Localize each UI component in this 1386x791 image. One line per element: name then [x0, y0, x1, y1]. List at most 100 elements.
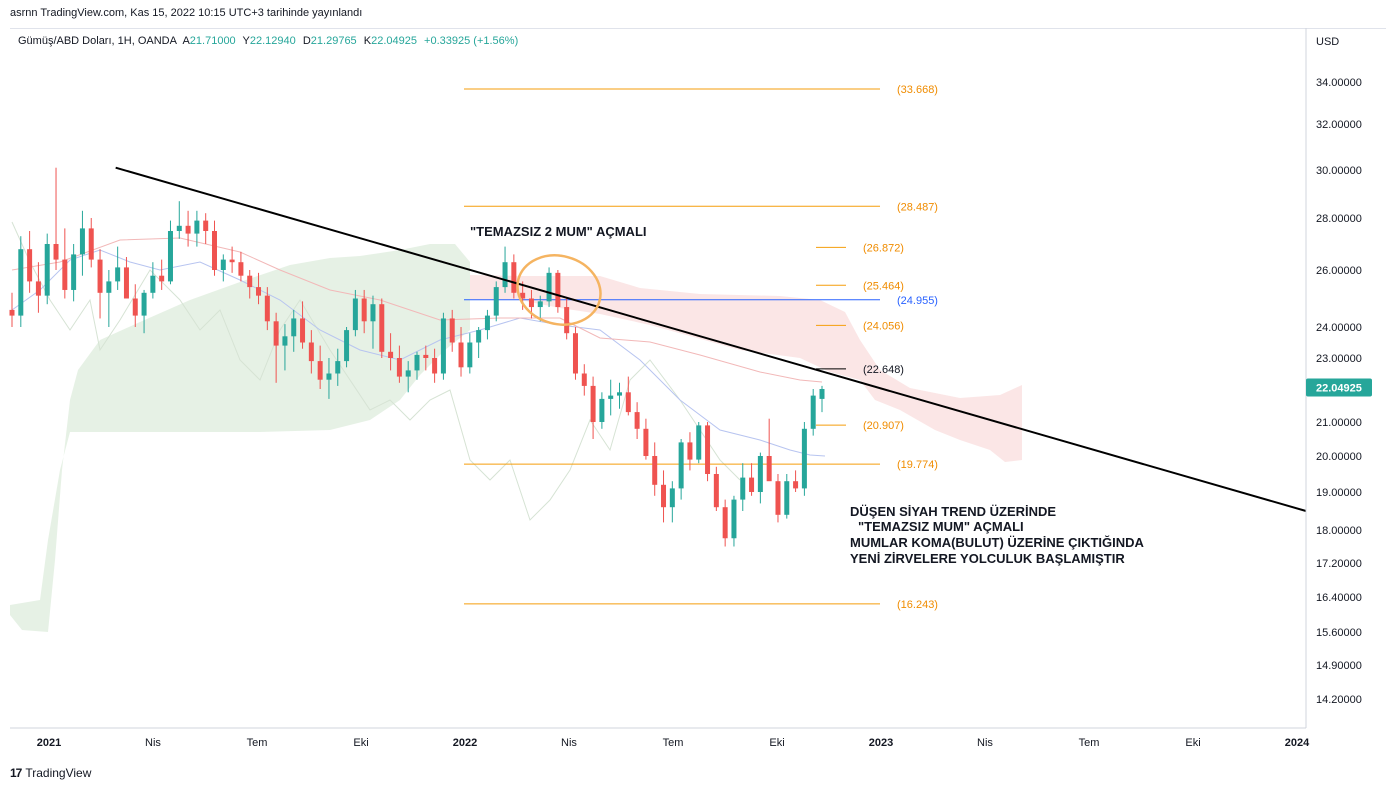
y-tick-label: 30.00000 [1316, 165, 1362, 177]
candle-body [449, 318, 455, 343]
candle-body [493, 287, 499, 316]
annotation-line: "TEMAZSIZ MUM" AÇMALI [858, 519, 1024, 534]
x-tick-label: Eki [769, 737, 784, 749]
candle-body [810, 395, 816, 429]
fib-label: (19.774) [897, 459, 938, 471]
candle-body [115, 267, 121, 282]
candle-body [344, 330, 350, 362]
candle-body [388, 351, 394, 358]
y-tick-label: 20.00000 [1316, 451, 1362, 463]
candle-body [291, 318, 297, 337]
annotations: "TEMAZSIZ 2 MUM" AÇMALI DÜŞEN SİYAH TREND… [470, 224, 1145, 566]
candle-body [687, 442, 693, 460]
lagging-span [11, 221, 741, 521]
ohlc-open-value: 21.71000 [189, 35, 236, 47]
candle-body [361, 298, 367, 322]
chart-frame [10, 28, 1386, 759]
y-tick-label: 15.60000 [1316, 627, 1362, 639]
candle-body [123, 267, 129, 299]
candle-body [27, 249, 33, 282]
fib-label: (24.056) [863, 320, 904, 332]
fib-label: (24.955) [897, 295, 938, 307]
ohlc-close-value: 22.04925 [371, 35, 417, 47]
candle-body [661, 484, 667, 508]
candle-body [326, 373, 332, 380]
candle-body [35, 281, 41, 296]
x-tick-label: Tem [247, 737, 268, 749]
fib-label: (20.907) [863, 420, 904, 432]
candle-body [229, 259, 235, 263]
ohlc-low-key: D [302, 35, 311, 47]
fib-label: (33.668) [897, 84, 938, 96]
trend-line-group [115, 166, 1307, 512]
symbol-name: Gümüş/ABD Doları, 1H, OANDA [18, 35, 177, 47]
fib-label: (16.243) [897, 599, 938, 611]
candle-body [256, 287, 262, 296]
ohlc-high-key: Y [242, 35, 250, 47]
candle-body [176, 225, 182, 231]
x-tick-label: Nis [145, 737, 161, 749]
fib-label: (26.872) [863, 242, 904, 254]
candle-body [537, 301, 543, 308]
candle-body [150, 275, 156, 293]
trend-line [115, 166, 1307, 512]
y-tick-label: 16.40000 [1316, 592, 1362, 604]
axes: USD 34.00000 32.00000 30.00000 28.00000 26.00… [10, 28, 1372, 749]
candle-body [44, 244, 50, 296]
candle-body [194, 220, 200, 234]
highlight-ellipse [516, 254, 602, 326]
fib-label: (22.648) [863, 364, 904, 376]
candle-body [9, 309, 15, 316]
last-price-label: 22.04925 [1316, 382, 1362, 394]
candle-body [273, 321, 279, 346]
candle-body [528, 298, 534, 308]
x-tick-label: Nis [561, 737, 577, 749]
y-tick-label: 34.00000 [1316, 77, 1362, 89]
candle-body [88, 228, 94, 260]
candle-body [159, 275, 165, 282]
tradingview-logo[interactable]: 17 TradingView [10, 766, 91, 780]
candle-body [546, 272, 552, 302]
candle-body [669, 488, 675, 508]
y-tick-label: 28.00000 [1316, 213, 1362, 225]
candle-body [379, 304, 385, 352]
candle-body [502, 262, 508, 288]
candle-body [608, 395, 614, 399]
ichimoku-cloud [10, 221, 1022, 632]
candle-body [212, 231, 217, 270]
candle-body [467, 342, 473, 368]
publish-info: asrnn TradingView.com, Kas 15, 2022 10:1… [10, 7, 363, 19]
y-tick-label: 32.00000 [1316, 119, 1362, 131]
x-tick-label: 2021 [37, 737, 61, 749]
candle-body [300, 318, 306, 343]
candle-body [775, 481, 781, 515]
candle-body [352, 298, 358, 331]
candle-body [617, 392, 622, 396]
annotation-top: "TEMAZSIZ 2 MUM" AÇMALI [470, 224, 647, 239]
candle-body [440, 318, 446, 374]
candle-body [484, 315, 490, 331]
candle-body [18, 249, 24, 316]
candle-body [652, 456, 658, 485]
candle-body [731, 499, 737, 539]
candle-body [581, 373, 587, 386]
candle-body [203, 220, 209, 231]
last-price-badge [1306, 378, 1372, 397]
candle-body [766, 456, 772, 482]
logo-mark: 17 [10, 766, 22, 780]
candle-body [634, 412, 640, 429]
currency-label: USD [1316, 36, 1339, 48]
candle-body [220, 259, 226, 270]
y-tick-label: 26.00000 [1316, 265, 1362, 277]
candle-body [749, 477, 755, 492]
x-tick-label: Eki [1185, 737, 1200, 749]
annotation-line: DÜŞEN SİYAH TREND ÜZERİNDE [850, 504, 1056, 519]
x-tick-label: Tem [1079, 737, 1100, 749]
candle-body [590, 385, 596, 422]
candle-body [167, 231, 173, 282]
candle-body [643, 428, 649, 456]
candle-body [238, 262, 244, 276]
logo-text: TradingView [25, 766, 92, 780]
ohlc-high-value: 22.12940 [249, 35, 296, 47]
